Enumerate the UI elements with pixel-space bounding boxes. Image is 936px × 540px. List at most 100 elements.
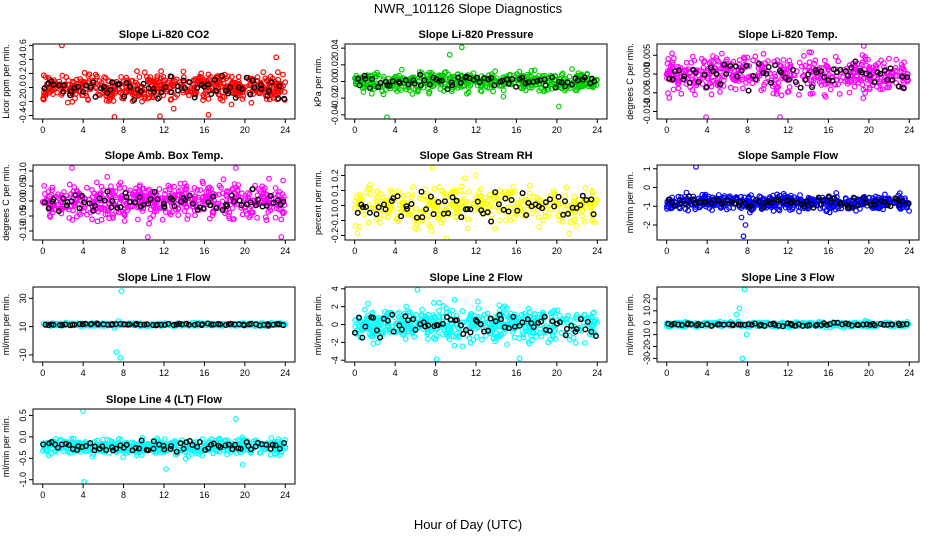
data-point [426, 221, 432, 228]
reference-point [467, 206, 474, 213]
data-point [381, 73, 387, 80]
data-point [47, 214, 54, 221]
data-point [825, 71, 832, 78]
data-point [389, 189, 395, 196]
reference-point [453, 317, 460, 324]
reference-point [573, 204, 580, 211]
reference-point [563, 325, 570, 332]
x-tick-label: 0 [352, 246, 357, 256]
chart-title: Slope Line 1 Flow [118, 272, 211, 284]
data-point [128, 78, 135, 84]
reference-point [396, 322, 403, 329]
reference-point [213, 205, 220, 212]
x-tick-label: 16 [199, 368, 209, 378]
data-point [706, 205, 713, 212]
y-tick-label: 0.10 [18, 162, 28, 180]
reference-point [666, 75, 673, 82]
reference-point [362, 323, 369, 330]
reference-point [772, 62, 779, 69]
data-point [572, 87, 579, 93]
reference-point [117, 204, 124, 211]
reference-point [881, 67, 888, 74]
reference-point [863, 199, 870, 206]
data-point [741, 54, 747, 61]
data-point [478, 186, 484, 193]
reference-point [121, 93, 128, 100]
reference-point [222, 322, 229, 329]
x-tick-label: 0 [40, 368, 45, 378]
reference-point [375, 204, 382, 211]
data-point [836, 90, 843, 97]
reference-point [792, 78, 799, 85]
reference-point [194, 84, 201, 91]
y-tick-label: -2 [642, 221, 652, 229]
reference-point [109, 79, 116, 86]
reference-point [182, 196, 189, 203]
data-point [369, 311, 376, 318]
data-point [83, 184, 90, 191]
reference-point [860, 194, 867, 201]
data-point [158, 68, 165, 75]
x-tick-label: 4 [81, 368, 86, 378]
data-point [166, 209, 173, 216]
reference-point [50, 196, 57, 203]
reference-point [174, 87, 181, 94]
reference-point [574, 77, 581, 84]
data-point [121, 218, 128, 224]
data-point [64, 99, 71, 106]
reference-point [161, 321, 168, 328]
reference-point [851, 195, 858, 202]
reference-point [167, 73, 174, 80]
data-point [160, 197, 167, 204]
data-point [776, 207, 783, 214]
reference-point [417, 82, 424, 89]
data-point [448, 201, 454, 208]
data-point [827, 86, 834, 93]
data-point [81, 69, 88, 76]
data-point [592, 316, 599, 323]
data-point [821, 57, 828, 64]
reference-point [247, 199, 254, 206]
data-point [262, 214, 269, 221]
data-point [736, 57, 743, 63]
x-tick-label: 4 [81, 246, 86, 256]
data-point [134, 68, 140, 75]
data-point [886, 195, 892, 202]
data-point [438, 219, 445, 226]
data-point [101, 74, 107, 80]
data-point [550, 187, 557, 194]
x-tick-label: 20 [864, 125, 874, 135]
data-point [581, 218, 588, 225]
data-point [361, 211, 367, 218]
reference-point [539, 205, 546, 212]
reference-point [723, 71, 730, 78]
data-point [455, 333, 462, 339]
data-point [743, 79, 749, 86]
reference-point [377, 79, 384, 86]
reference-point [171, 203, 178, 210]
data-point [548, 314, 555, 321]
reference-point [351, 329, 358, 336]
reference-point [438, 77, 445, 84]
data-point [510, 214, 517, 221]
x-tick-label: 20 [240, 246, 250, 256]
reference-point [703, 84, 710, 91]
data-point [810, 77, 817, 84]
data-point [566, 336, 573, 343]
reference-point [577, 202, 584, 209]
data-point [833, 190, 840, 196]
reference-point [191, 321, 198, 328]
data-point [223, 75, 230, 82]
reference-point [230, 198, 237, 205]
reference-point [90, 79, 97, 86]
reference-point [227, 84, 234, 91]
data-point [162, 209, 169, 216]
data-point [254, 74, 261, 81]
x-tick-label: 4 [393, 125, 398, 135]
data-point [528, 67, 535, 74]
reference-point [88, 320, 95, 327]
reference-point [108, 204, 115, 211]
y-axis-label: Licor ppm per min. [1, 44, 11, 119]
data-point [683, 189, 690, 196]
